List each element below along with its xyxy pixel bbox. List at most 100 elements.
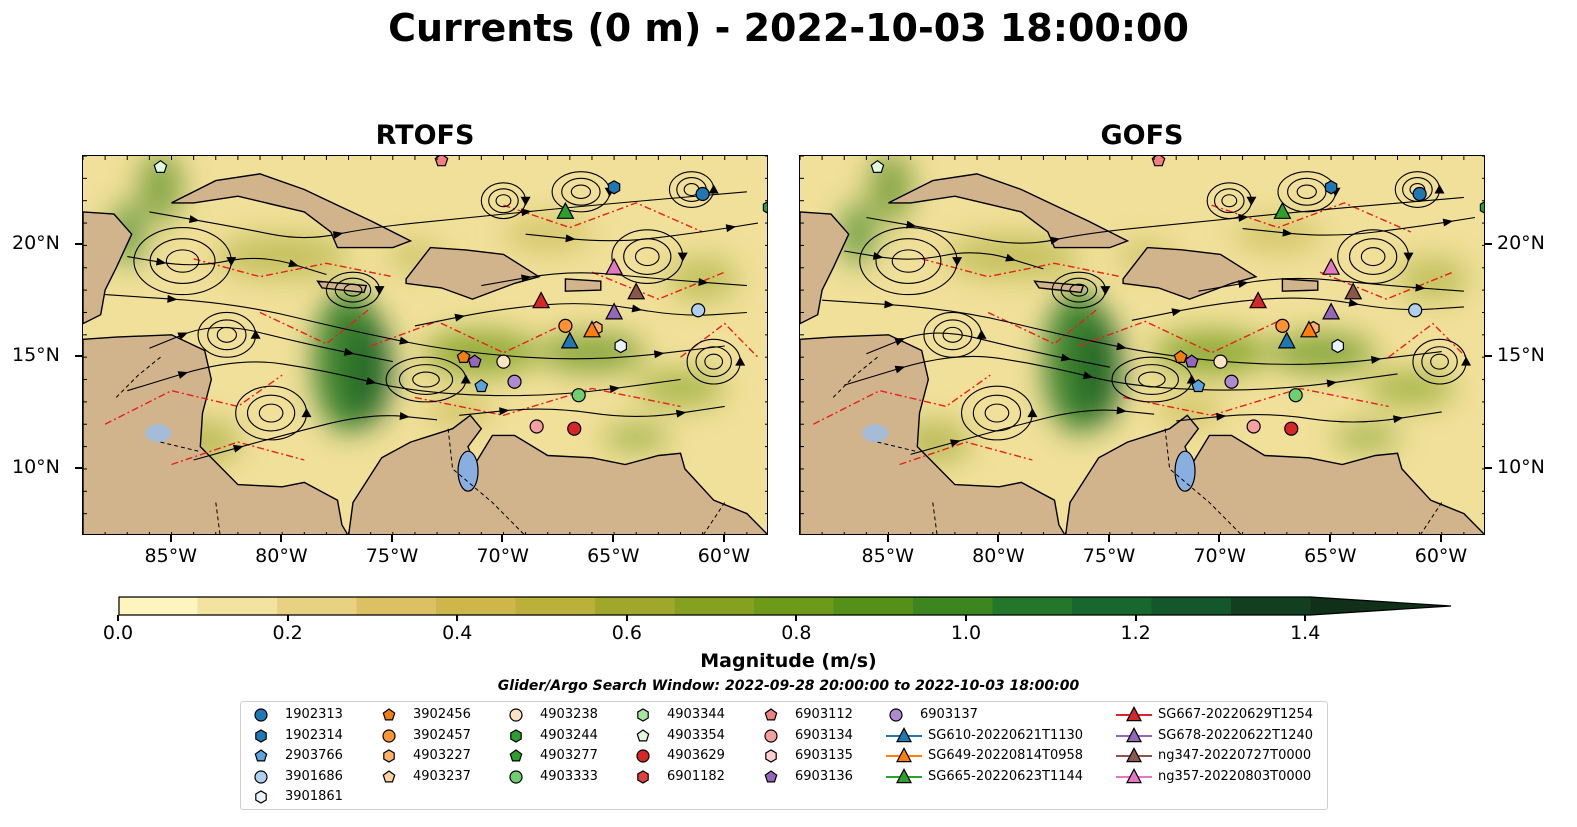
lon-tick-label: 70°W bbox=[1193, 545, 1246, 567]
lat-tick-label: 20°N bbox=[1497, 232, 1545, 255]
lon-tick-mark bbox=[1329, 535, 1332, 542]
lon-tick-mark bbox=[169, 535, 172, 542]
obs-marker bbox=[1249, 291, 1268, 309]
lon-tick-mark bbox=[280, 535, 283, 542]
legend-label: ng357-20220803T0000 bbox=[1158, 768, 1312, 784]
obs-marker bbox=[605, 257, 624, 275]
legend-marker-pentagon-icon bbox=[764, 708, 778, 721]
lon-tick-label: 60°W bbox=[697, 545, 751, 567]
lon-tick-label: 85°W bbox=[144, 545, 197, 567]
legend-marker bbox=[509, 769, 523, 784]
obs-marker bbox=[467, 354, 482, 368]
legend-marker-hexagon-icon bbox=[510, 728, 522, 743]
obs-marker bbox=[583, 320, 601, 338]
obs-marker bbox=[529, 419, 544, 434]
legend-marker bbox=[383, 749, 395, 763]
rtofs-current-map bbox=[82, 155, 768, 535]
lakes bbox=[862, 424, 1196, 492]
lat-tick-mark bbox=[1485, 466, 1492, 469]
legend-marker bbox=[896, 726, 912, 742]
legend-marker-triangle-icon bbox=[886, 767, 922, 783]
observation-markers bbox=[153, 156, 767, 436]
observation-markers bbox=[870, 156, 1484, 436]
colorbar-tick-label: 1.4 bbox=[1290, 622, 1321, 644]
country-borders bbox=[115, 356, 726, 534]
land-masses bbox=[800, 173, 1484, 534]
colorbar-tick-mark bbox=[286, 615, 289, 621]
streamline-arrows bbox=[872, 184, 1472, 448]
legend-label: 6901182 bbox=[667, 768, 725, 784]
obs-marker bbox=[1288, 388, 1303, 403]
legend-label: ng347-20220727T0000 bbox=[1158, 748, 1312, 763]
legend-marker-circle-icon bbox=[254, 708, 268, 722]
obs-marker bbox=[1344, 282, 1363, 300]
obs-marker bbox=[1213, 354, 1228, 369]
colorbar bbox=[118, 595, 1453, 617]
colorbar-tick-mark bbox=[965, 615, 967, 621]
legend-marker bbox=[509, 708, 523, 722]
legend-marker-triangle-icon bbox=[1116, 767, 1152, 783]
colorbar-gradient bbox=[118, 596, 1452, 616]
lat-tick-mark bbox=[1485, 355, 1492, 358]
lon-tick-label: 65°W bbox=[587, 545, 640, 567]
obs-marker bbox=[507, 374, 522, 389]
legend-marker bbox=[382, 769, 396, 782]
legend-marker-pentagon-icon bbox=[764, 769, 778, 782]
obs-marker bbox=[1275, 318, 1290, 333]
country-borders bbox=[832, 356, 1443, 534]
obs-marker bbox=[1324, 180, 1338, 195]
obs-marker bbox=[434, 156, 449, 167]
legend-marker bbox=[254, 708, 268, 722]
legend-marker-pentagon-icon bbox=[382, 708, 396, 721]
obs-marker bbox=[1412, 186, 1427, 202]
lon-tick-mark bbox=[501, 535, 504, 542]
colorbar-tick-label: 1.2 bbox=[1120, 622, 1151, 644]
obs-marker bbox=[1331, 338, 1344, 354]
obs-marker bbox=[474, 378, 489, 393]
lon-tick-mark bbox=[390, 535, 393, 542]
legend-marker bbox=[765, 749, 777, 763]
legend: 1902313 1902314 2903766 3901686 3901861 39024… bbox=[240, 701, 1328, 810]
lakes bbox=[145, 424, 479, 492]
lon-tick-mark bbox=[1107, 535, 1110, 542]
obs-marker bbox=[560, 331, 579, 349]
legend-marker-pentagon-icon bbox=[254, 749, 268, 762]
legend-marker bbox=[382, 728, 396, 743]
legend-label: 6903134 bbox=[795, 727, 853, 743]
obs-marker bbox=[556, 201, 575, 219]
lat-tick-label: 15°N bbox=[1497, 344, 1545, 367]
legend-label: 4903277 bbox=[540, 748, 598, 763]
obs-marker bbox=[1322, 302, 1341, 320]
lon-tick-label: 60°W bbox=[1414, 545, 1468, 567]
legend-label: 6903136 bbox=[795, 768, 853, 784]
legend-marker-triangle-icon bbox=[886, 747, 922, 763]
legend-marker bbox=[764, 728, 778, 743]
lon-tick-label: 75°W bbox=[365, 545, 419, 567]
legend-marker bbox=[636, 728, 650, 741]
legend-label: 4903333 bbox=[540, 768, 598, 784]
frame-minor-ticks bbox=[800, 156, 1484, 534]
map-canvas bbox=[800, 156, 1484, 534]
obs-marker bbox=[532, 291, 551, 309]
colorbar-tick-mark bbox=[1134, 615, 1137, 621]
colorbar-tick-mark bbox=[117, 615, 119, 621]
lon-tick-mark bbox=[997, 535, 1000, 542]
obs-marker bbox=[1151, 156, 1166, 167]
legend-marker bbox=[637, 769, 649, 784]
legend-label: SG649-20220814T0958 bbox=[928, 748, 1084, 763]
legend-marker-circle-icon bbox=[509, 708, 523, 722]
legend-marker-circle-icon bbox=[764, 728, 778, 743]
lat-tick-label: 20°N bbox=[12, 232, 60, 255]
obs-marker bbox=[691, 303, 706, 318]
obs-marker bbox=[1246, 419, 1261, 434]
legend-label: 4903629 bbox=[667, 748, 725, 763]
legend-marker bbox=[896, 767, 912, 783]
legend-marker-circle-icon bbox=[636, 749, 650, 763]
legend-marker bbox=[509, 749, 523, 762]
obs-marker bbox=[1184, 354, 1199, 368]
lat-tick-mark bbox=[1485, 243, 1492, 246]
legend-marker-triangle-icon bbox=[1116, 706, 1152, 722]
map-canvas bbox=[83, 156, 767, 534]
legend-label: 4903244 bbox=[540, 727, 598, 743]
legend-label: 3902457 bbox=[413, 727, 471, 743]
